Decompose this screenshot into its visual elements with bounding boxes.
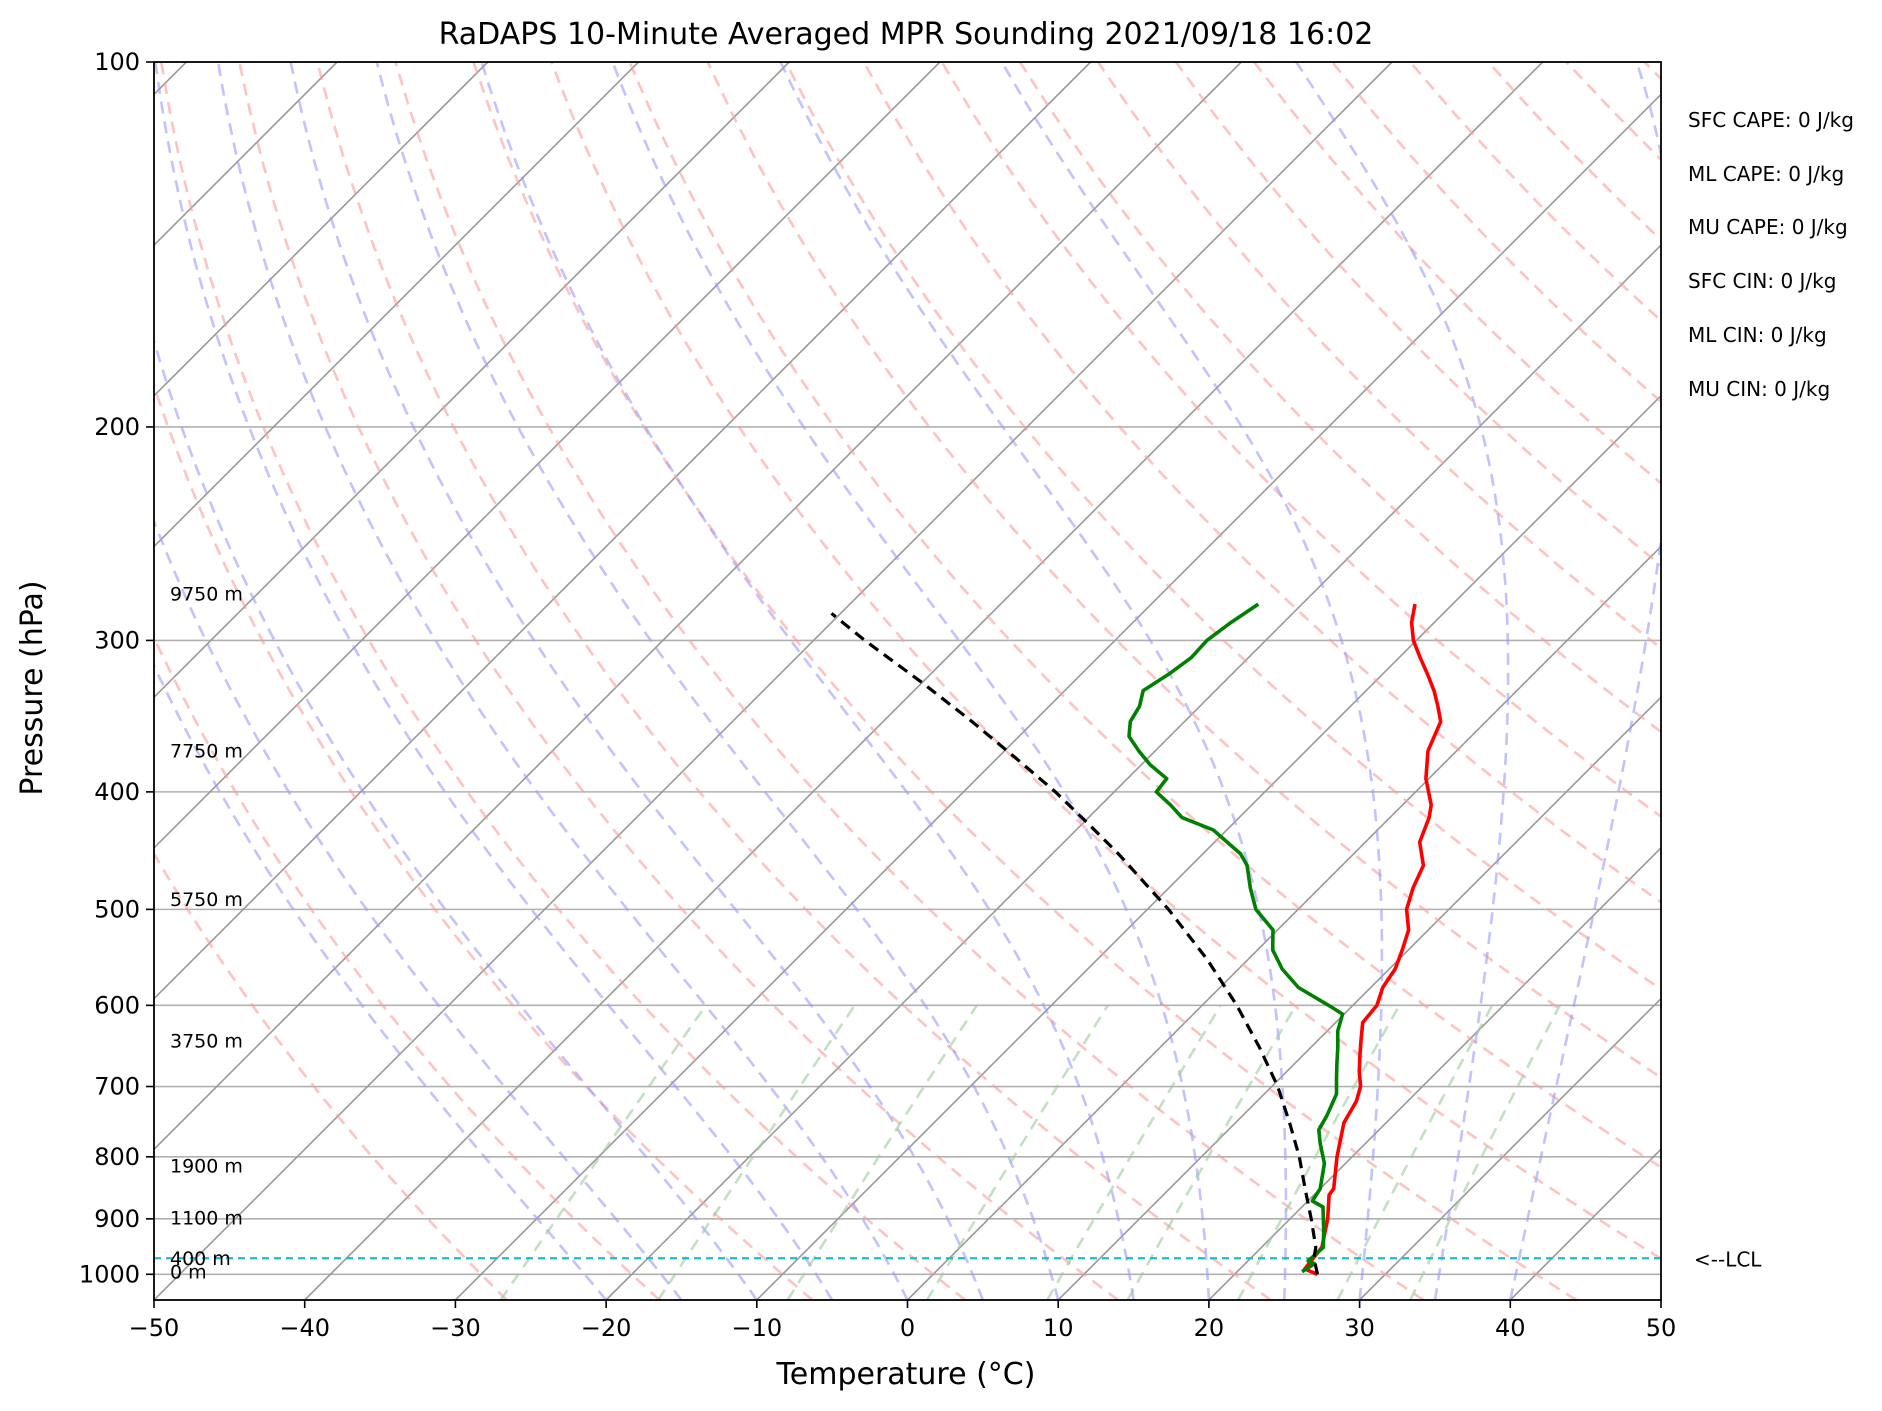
x-tick-label: 50: [1646, 1314, 1677, 1342]
x-tick-label: −20: [581, 1314, 632, 1342]
dry-adiabat: [1176, 62, 1882, 1300]
mixing-ratio-line: [1128, 1005, 1296, 1300]
x-tick-label: 0: [900, 1314, 915, 1342]
y-tick-label: 900: [94, 1205, 140, 1233]
y-tick-label: 600: [94, 991, 140, 1019]
moist-adiabat: [155, 62, 832, 1300]
isotherm-line: [0, 62, 488, 1300]
isotherm-line: [0, 62, 639, 1300]
dry-adiabat: [161, 62, 965, 1300]
y-tick-label: 500: [94, 895, 140, 923]
y-tick-label: 400: [94, 778, 140, 806]
isotherm-line: [1360, 62, 1882, 1300]
isotherm-line: [1058, 62, 1882, 1300]
y-tick-label: 100: [94, 48, 140, 76]
lcl-label: <--LCL: [1694, 1247, 1762, 1271]
stat-sfc-cin: SFC CIN: 0 J/kg: [1688, 269, 1836, 293]
height-label: 7750 m: [170, 741, 243, 763]
y-tick-label: 300: [94, 626, 140, 654]
mixing-ratio-line: [658, 1005, 855, 1300]
y-tick-label: 1000: [79, 1260, 140, 1288]
isotherm-line: [757, 62, 1882, 1300]
series-line-1: [1129, 604, 1343, 1272]
dry-adiabat: [395, 62, 1423, 1300]
series-line-2: [832, 613, 1318, 1274]
moist-adiabat: [100, 62, 757, 1300]
x-tick-label: 20: [1194, 1314, 1225, 1342]
isotherm-line: [0, 62, 337, 1300]
isotherm-line: [606, 62, 1844, 1300]
mixing-ratio-line: [788, 1005, 977, 1300]
height-label: 0 m: [170, 1261, 207, 1283]
isotherm-line: [305, 62, 1543, 1300]
dry-adiabat: [1644, 62, 1882, 1300]
height-label: 5750 m: [170, 889, 243, 911]
stat-ml-cape: ML CAPE: 0 J/kg: [1688, 162, 1844, 186]
height-label: 3750 m: [170, 1030, 243, 1052]
dry-adiabat: [864, 62, 1882, 1300]
moist-adiabat: [377, 62, 1058, 1300]
dry-adiabat: [630, 62, 1882, 1300]
height-label: 9750 m: [170, 584, 243, 606]
y-tick-label: 700: [94, 1073, 140, 1101]
dry-adiabat: [1020, 62, 1882, 1300]
dry-adiabat: [0, 62, 507, 1300]
y-tick-label: 200: [94, 413, 140, 441]
x-tick-label: −30: [430, 1314, 481, 1342]
x-axis-label: Temperature (°C): [776, 1357, 1036, 1392]
dry-adiabat: [708, 62, 1882, 1300]
dry-adiabat: [786, 62, 1882, 1300]
isotherm-line: [1812, 62, 1882, 1300]
moist-adiabat: [3, 62, 606, 1300]
x-tick-label: −10: [731, 1314, 782, 1342]
height-label: 1100 m: [170, 1208, 243, 1230]
chart-title: RaDAPS 10-Minute Averaged MPR Sounding 2…: [439, 17, 1374, 52]
mixing-ratio-line: [1238, 1005, 1399, 1300]
x-tick-label: 40: [1495, 1314, 1526, 1342]
isotherm-line: [0, 62, 940, 1300]
plot-area: [0, 62, 1882, 1300]
y-tick-label: 800: [94, 1143, 140, 1171]
dry-adiabat: [1722, 62, 1882, 1300]
stat-mu-cape: MU CAPE: 0 J/kg: [1688, 215, 1848, 239]
dry-adiabat: [239, 62, 1118, 1300]
height-label: 1900 m: [170, 1156, 243, 1178]
moist-adiabat: [1002, 62, 1382, 1300]
isotherm-line: [3, 62, 1241, 1300]
stat-mu-cin: MU CIN: 0 J/kg: [1688, 377, 1830, 401]
y-axis-label: Pressure (hPa): [15, 580, 50, 795]
stat-ml-cin: ML CIN: 0 J/kg: [1688, 323, 1827, 347]
x-tick-label: 10: [1043, 1314, 1074, 1342]
dry-adiabat: [1098, 62, 1882, 1300]
x-tick-label: 30: [1344, 1314, 1375, 1342]
dry-adiabat: [1488, 62, 1882, 1300]
isotherm-line: [0, 62, 1091, 1300]
dry-adiabat: [1332, 62, 1882, 1300]
dry-adiabat: [552, 62, 1730, 1300]
isotherm-line: [154, 62, 1392, 1300]
x-tick-label: −50: [129, 1314, 180, 1342]
isotherm-line: [1661, 62, 1882, 1300]
moist-adiabat: [482, 62, 1134, 1300]
moist-adiabat: [613, 62, 1209, 1300]
moist-adiabat: [50, 62, 682, 1300]
moist-adiabat: [781, 62, 1286, 1300]
x-tick-label: −40: [279, 1314, 330, 1342]
isotherm-line: [1510, 62, 1882, 1300]
stat-sfc-cape: SFC CAPE: 0 J/kg: [1688, 108, 1854, 132]
dry-adiabat: [1566, 62, 1882, 1300]
dry-adiabat: [1410, 62, 1882, 1300]
